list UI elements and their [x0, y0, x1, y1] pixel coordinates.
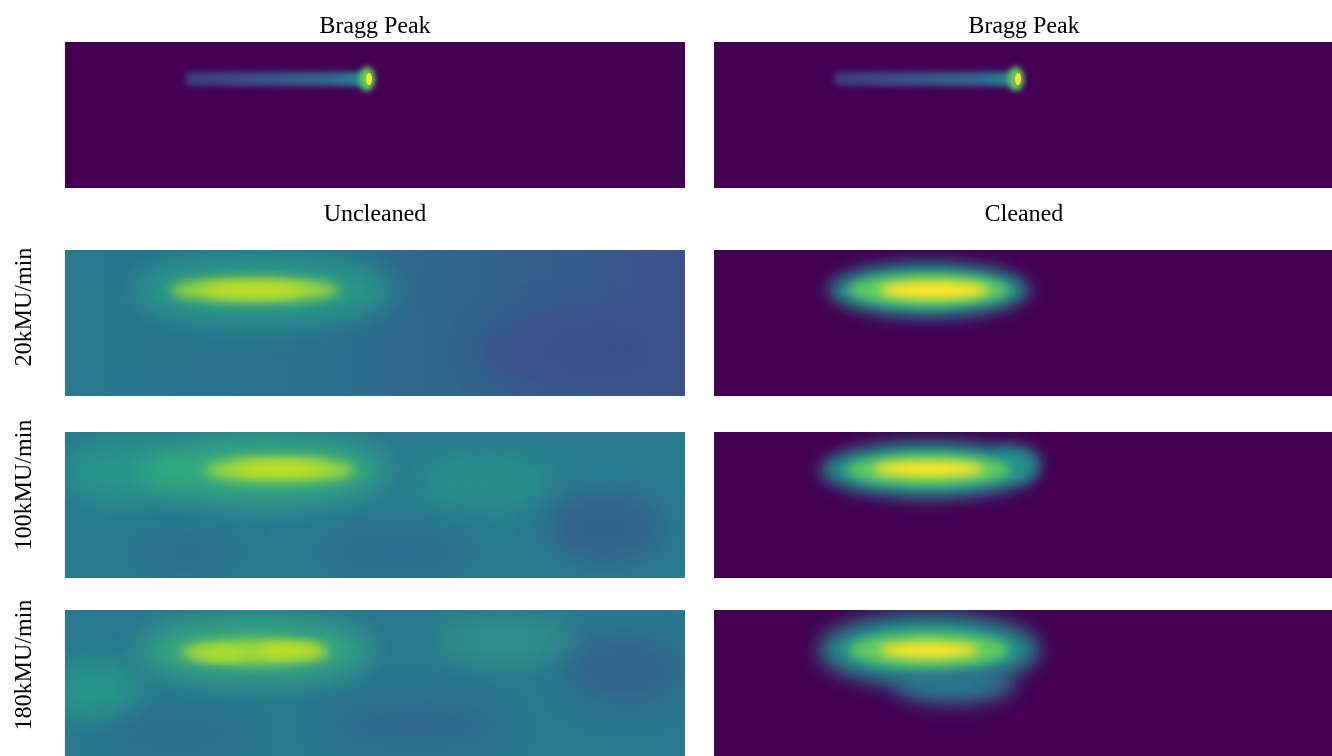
cleaned-image-20kmu	[714, 250, 1332, 396]
title-bragg-peak-right: Bragg Peak	[968, 13, 1080, 39]
row-label-100kmu: 100kMU/min	[11, 419, 37, 551]
bragg-peak-image-right	[714, 42, 1332, 188]
uncleaned-image-100kmu	[65, 432, 685, 578]
bragg-peak-image-left	[65, 42, 685, 188]
title-cleaned: Cleaned	[984, 201, 1064, 227]
row-label-20kmu: 20kMU/min	[11, 247, 37, 367]
row-label-180kmu: 180kMU/min	[11, 599, 37, 731]
title-uncleaned: Uncleaned	[323, 201, 427, 227]
cleaned-image-180kmu	[714, 610, 1332, 756]
uncleaned-image-20kmu	[65, 250, 685, 396]
uncleaned-image-180kmu	[65, 610, 685, 756]
title-bragg-peak-left: Bragg Peak	[319, 13, 431, 39]
cleaned-image-100kmu	[714, 432, 1332, 578]
